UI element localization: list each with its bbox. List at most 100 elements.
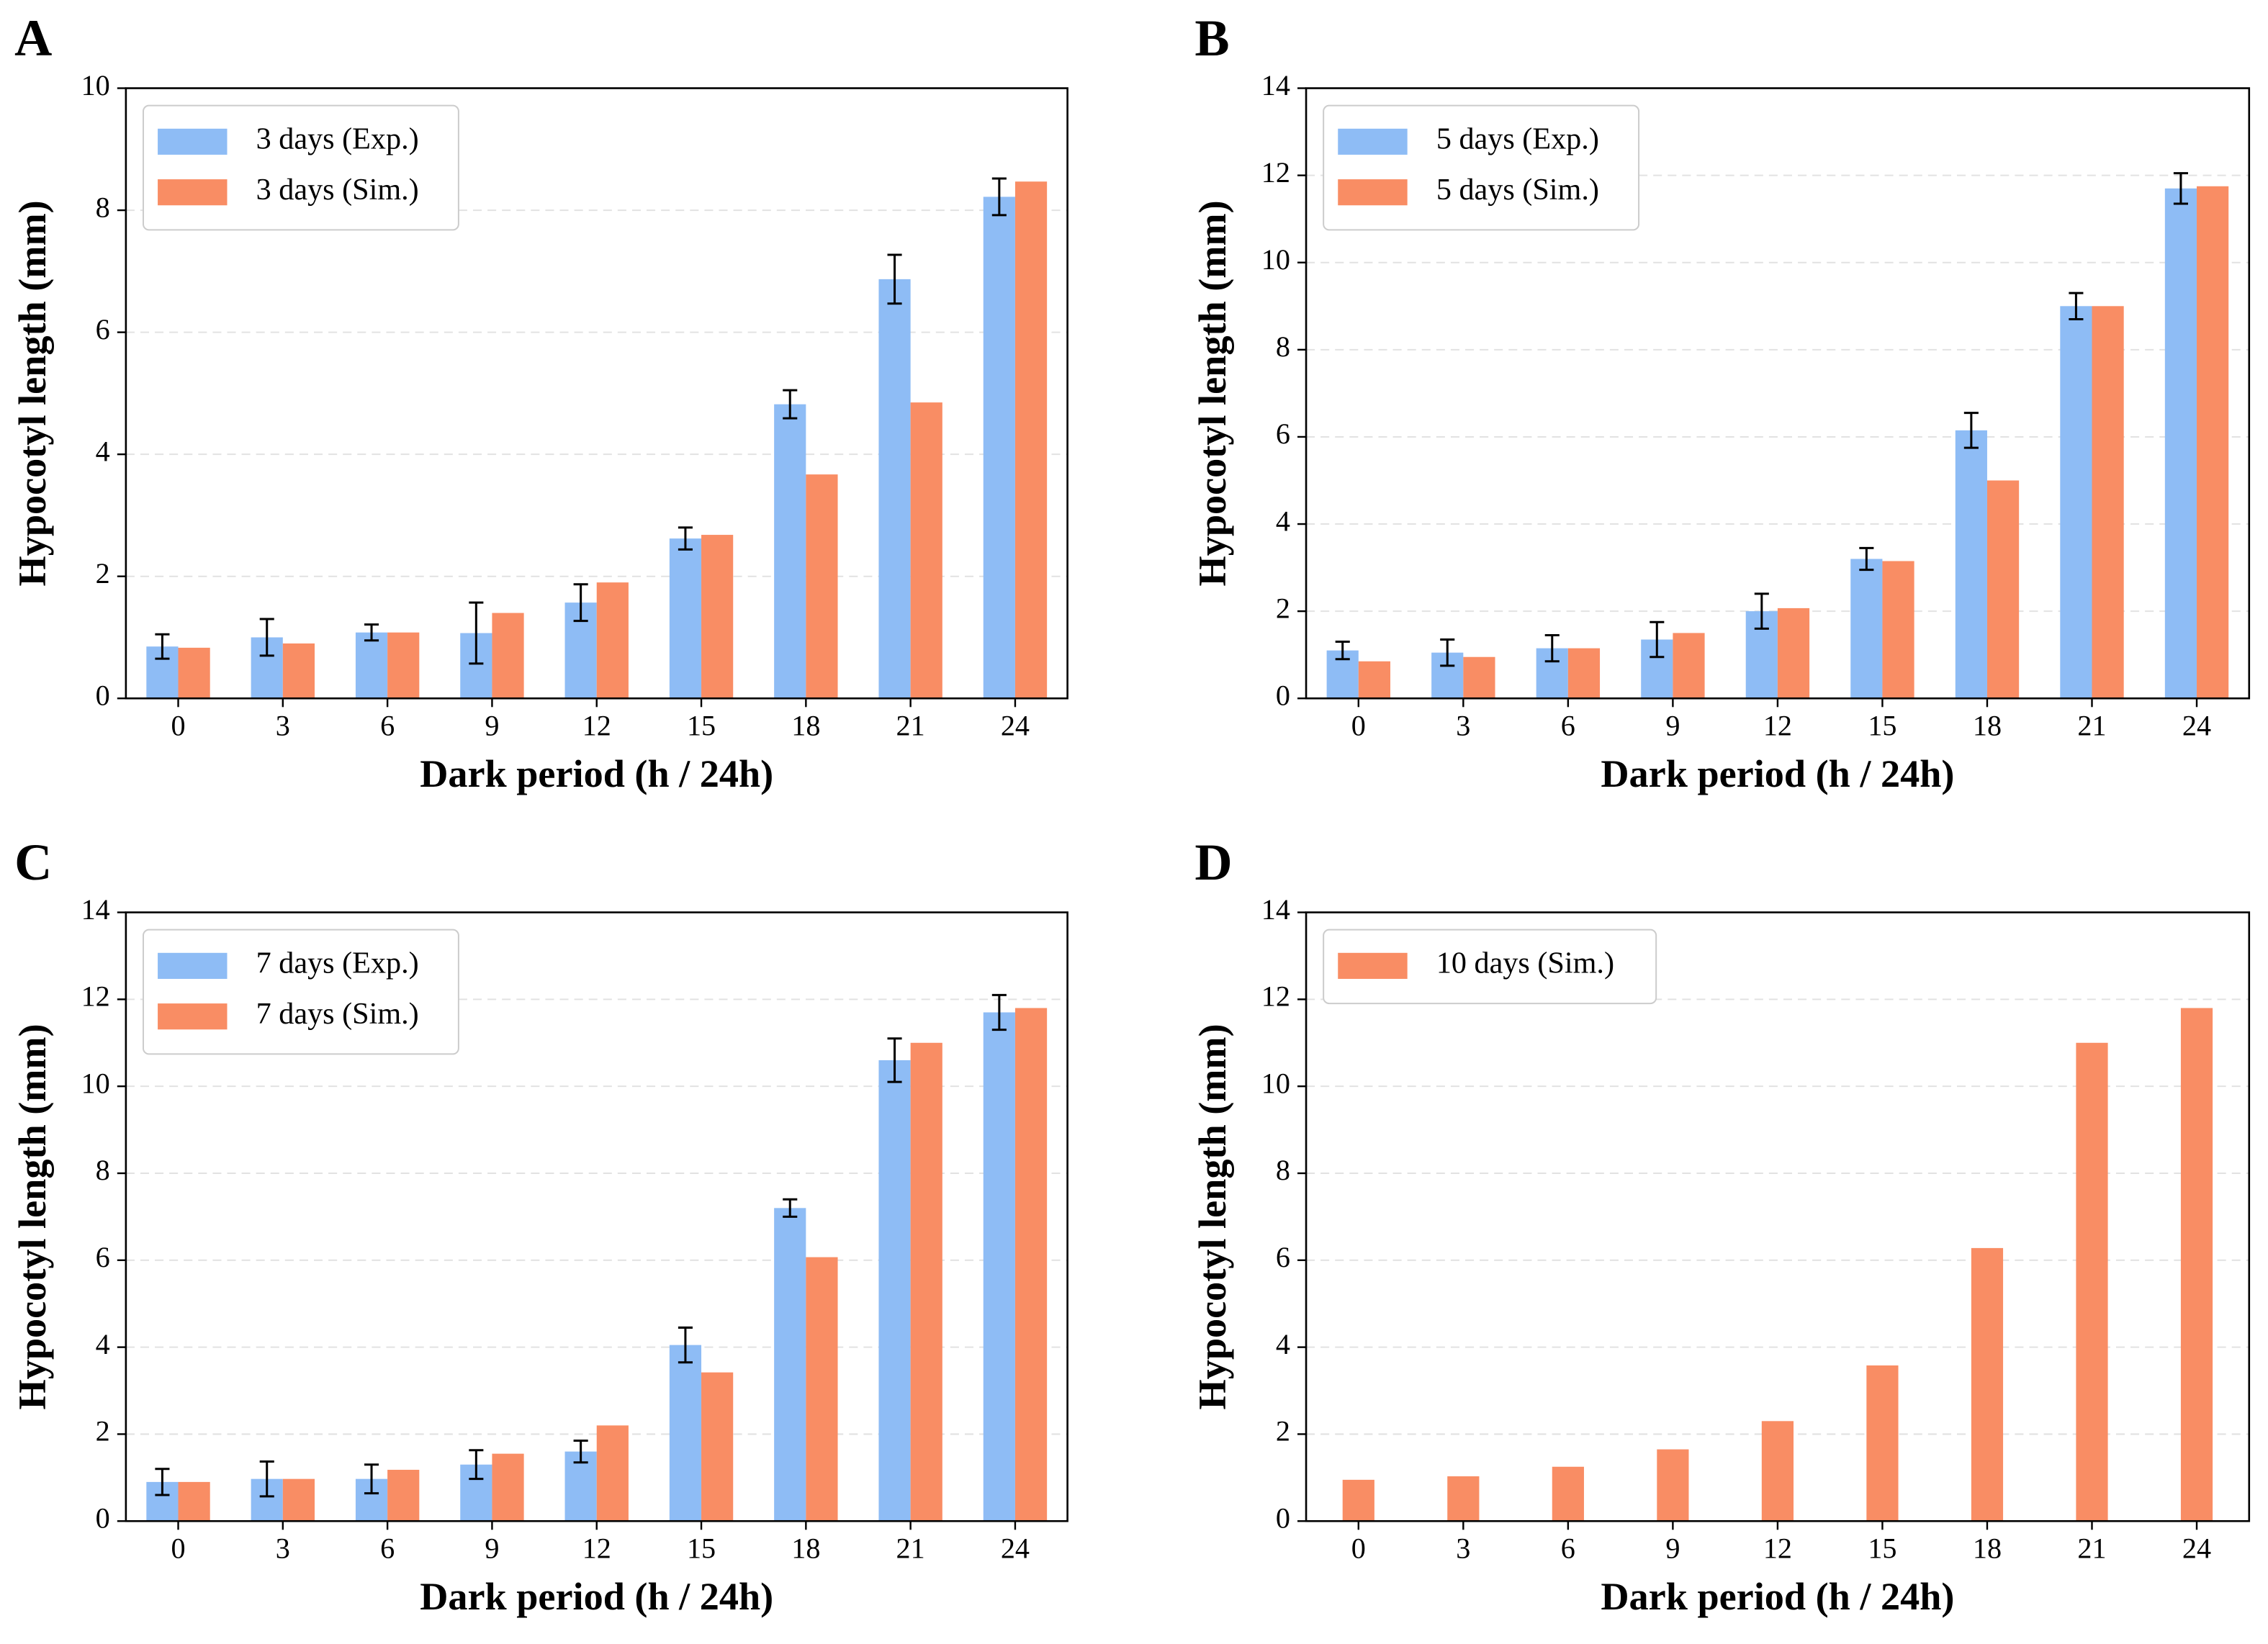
legend-swatch [158,128,228,155]
bar [669,538,702,699]
y-axis-label: Hypocotyl length (mm) [11,1024,54,1409]
y-tick-label: 14 [1261,893,1290,926]
y-tick-label: 0 [96,1501,110,1534]
legend-label: 7 days (Exp.) [256,947,419,980]
x-tick-label: 0 [1351,1532,1366,1565]
y-axis-label: Hypocotyl length (mm) [1191,1024,1234,1409]
x-tick-label: 24 [2182,710,2211,742]
bar [1463,656,1495,699]
y-tick-label: 6 [1276,1241,1290,1273]
bar [774,1208,806,1522]
panel-label: D [1194,834,1232,891]
legend-swatch [158,952,228,979]
x-tick-label: 6 [380,710,395,742]
error-bar [573,583,588,623]
bar [878,1060,911,1522]
error-bar [1859,546,1874,572]
error-bar [155,1468,170,1496]
error-bar [991,177,1007,217]
error-bar [1544,633,1560,663]
bar [1657,1449,1689,1522]
y-tick-label: 14 [81,893,110,926]
error-bar [1963,412,1979,449]
x-tick-label: 21 [2077,710,2106,742]
y-tick-label: 0 [1276,1501,1290,1534]
error-bar [1440,638,1455,667]
x-tick-label: 15 [687,710,716,742]
error-bar [678,1326,693,1364]
legend-label: 3 days (Exp.) [256,122,419,156]
x-tick-label: 6 [1561,710,1575,742]
x-axis-label: Dark period (h / 24h) [1601,752,1954,795]
bar [2164,188,2197,699]
bar [2092,306,2124,699]
bar [774,404,806,699]
bar [701,1372,734,1522]
x-tick-label: 9 [1665,1532,1680,1565]
x-tick-label: 3 [276,710,290,742]
bar [387,632,420,699]
x-tick-label: 0 [171,1532,185,1565]
error-bar [259,1460,274,1498]
bar [1014,1008,1048,1522]
x-tick-label: 0 [171,710,185,742]
x-tick-label: 24 [1001,1532,1030,1565]
error-bar [678,526,693,551]
y-tick-label: 10 [81,69,110,101]
x-axis-label: Dark period (h / 24h) [1601,1575,1954,1618]
y-tick-label: 6 [96,1241,110,1273]
panel-label: B [1194,9,1229,67]
x-tick-label: 9 [485,710,499,742]
y-tick-label: 2 [96,1415,110,1447]
plot-frame [125,87,1068,700]
bar [1014,181,1048,699]
x-tick-label: 21 [896,1532,925,1565]
error-bar [259,618,274,657]
bar [1567,648,1601,699]
x-axis-label: Dark period (h / 24h) [420,1575,773,1618]
bar [1882,561,1914,699]
error-bar [155,633,170,660]
bar [669,1345,702,1522]
bar [701,535,734,699]
y-tick-label: 12 [1261,980,1290,1013]
x-tick-label: 12 [582,1532,611,1565]
bar [282,1478,315,1522]
bar [1866,1365,1899,1522]
y-tick-label: 2 [96,557,110,590]
error-bar [364,1463,379,1495]
bar [1673,633,1705,699]
y-tick-label: 8 [1276,1154,1290,1186]
bar [2060,306,2092,699]
y-axis-label: Hypocotyl length (mm) [1191,200,1234,586]
legend-label: 3 days (Sim.) [256,173,419,207]
legend-swatch [1338,128,1408,155]
x-tick-label: 12 [1763,710,1792,742]
error-bar [469,601,484,665]
x-axis-label: Dark period (h / 24h) [420,752,773,795]
y-tick-label: 2 [1276,592,1290,624]
bar [596,1425,629,1522]
x-tick-label: 3 [1456,710,1470,742]
x-tick-label: 18 [791,1532,820,1565]
y-tick-label: 14 [1261,69,1290,101]
y-tick-label: 0 [96,679,110,711]
error-bar [1650,620,1665,659]
bar [178,647,210,699]
panel-label: A [14,9,52,67]
x-tick-label: 15 [687,1532,716,1565]
error-bar [1335,641,1350,661]
bar [878,279,911,699]
y-tick-label: 4 [96,1328,110,1360]
legend-label: 5 days (Exp.) [1436,122,1599,156]
bar [1358,661,1391,699]
bar [1777,608,1810,699]
y-axis-label: Hypocotyl length (mm) [11,200,54,586]
x-tick-label: 18 [791,710,820,742]
y-tick-label: 4 [1276,1328,1290,1360]
legend-box [1323,929,1657,1005]
legend-label: 5 days (Sim.) [1436,173,1599,207]
legend: 7 days (Exp.) 7 days (Sim.) [142,929,459,1055]
